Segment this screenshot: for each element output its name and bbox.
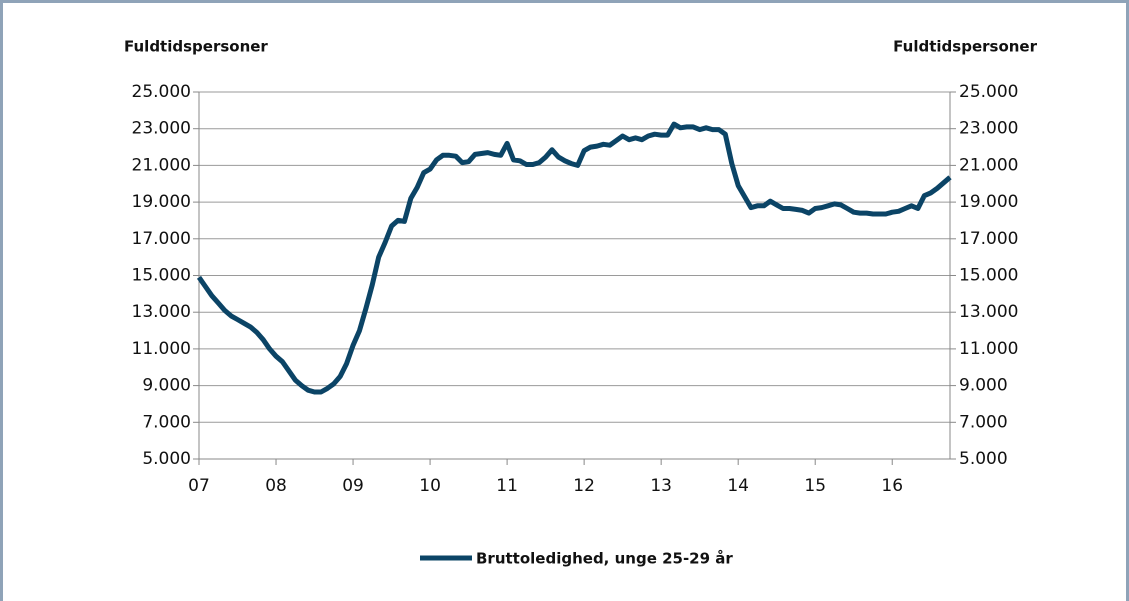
y-tick-label: 23.000 [132,119,191,139]
y-tick-label: 11.000 [132,339,191,359]
y2-tick-label: 21.000 [959,155,1018,175]
y2-tick-label: 5.000 [959,449,1008,469]
y2-tick-label: 11.000 [959,339,1018,359]
y2-tick-label: 23.000 [959,119,1018,139]
y2-tick-label: 7.000 [959,412,1008,432]
x-tick-label: 08 [265,476,287,496]
x-tick-label: 14 [727,476,749,496]
y2-tick-label: 15.000 [959,266,1018,286]
y2-tick-label: 19.000 [959,192,1018,212]
x-tick-label: 10 [419,476,441,496]
y-tick-label: 5.000 [142,449,191,469]
x-tick-label: 09 [342,476,364,496]
y2-tick-label: 25.000 [959,82,1018,102]
y-tick-label: 7.000 [142,412,191,432]
y-tick-label: 13.000 [132,302,191,322]
y2-tick-label: 9.000 [959,376,1008,396]
y-tick-label: 19.000 [132,192,191,212]
y2-axis-title: Fuldtidspersoner [893,38,1037,56]
x-tick-label: 13 [650,476,672,496]
y2-tick-label: 17.000 [959,229,1018,249]
x-tick-label: 11 [496,476,518,496]
legend-label: Bruttoledighed, unge 25-29 år [476,550,733,568]
x-tick-label: 15 [804,476,826,496]
data-line [196,121,952,395]
y-tick-label: 15.000 [132,266,191,286]
x-tick-label: 16 [881,476,903,496]
x-tick-label: 12 [573,476,595,496]
y-tick-label: 17.000 [132,229,191,249]
y-axis-title: Fuldtidspersoner [124,38,268,56]
y-tick-label: 21.000 [132,155,191,175]
y-tick-label: 9.000 [142,376,191,396]
x-tick-label: 07 [188,476,210,496]
y-tick-label: 25.000 [132,82,191,102]
y2-tick-label: 13.000 [959,302,1018,322]
